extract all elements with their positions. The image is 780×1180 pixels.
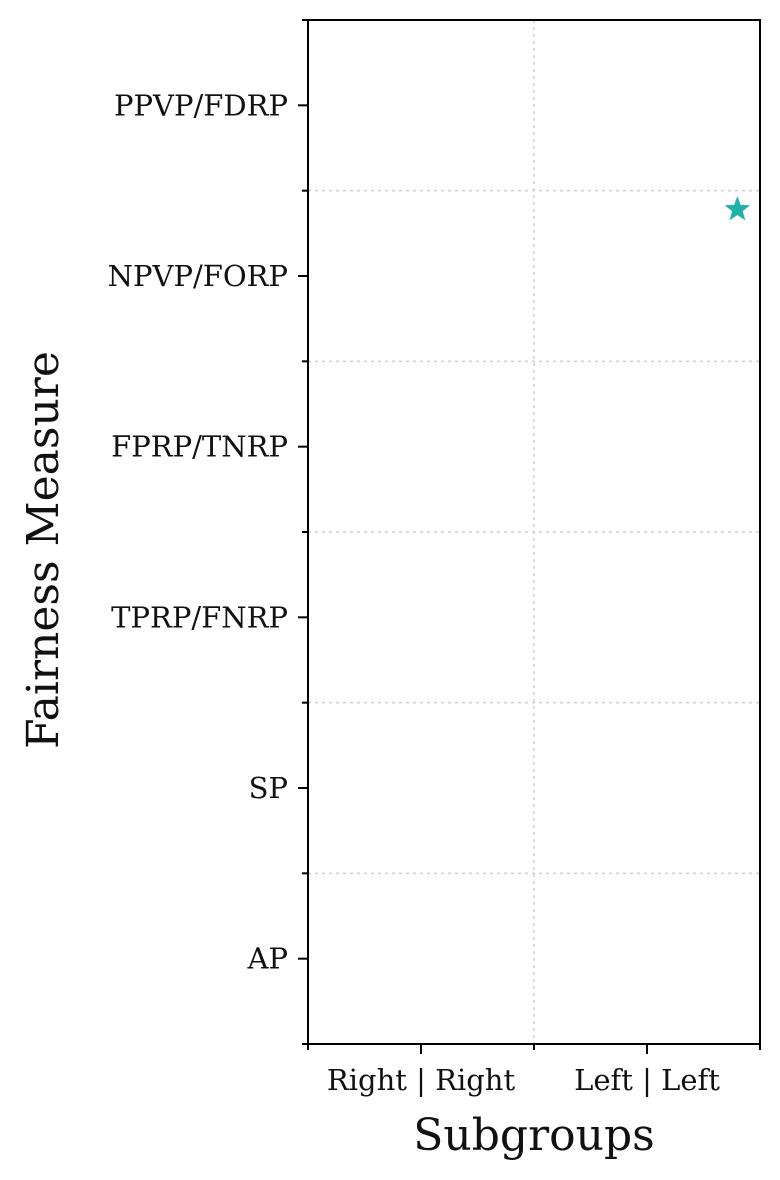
y-tick-label: AP bbox=[247, 942, 288, 976]
axis-ticks bbox=[298, 19, 761, 1054]
x-tick-label: Left | Left bbox=[574, 1063, 720, 1097]
y-tick-label: SP bbox=[249, 771, 288, 805]
y-tick-label: PPVP/FDRP bbox=[114, 88, 288, 122]
data-points bbox=[724, 195, 751, 221]
y-tick-label: TPRP/FNRP bbox=[111, 600, 288, 634]
plot-frame bbox=[307, 19, 761, 1045]
y-tick-label: NPVP/FORP bbox=[108, 259, 288, 293]
y-tick-label: FPRP/TNRP bbox=[111, 430, 288, 464]
x-tick-label: Right | Right bbox=[327, 1063, 516, 1097]
tick-labels: Right | Right Left | Left AP SP TPRP/FNRP FPR… bbox=[108, 88, 721, 1097]
x-axis-label: Subgroups bbox=[413, 1110, 654, 1161]
data-point-star bbox=[724, 195, 751, 221]
grid-lines bbox=[308, 20, 760, 1044]
y-axis-label: Fairness Measure bbox=[18, 351, 69, 749]
